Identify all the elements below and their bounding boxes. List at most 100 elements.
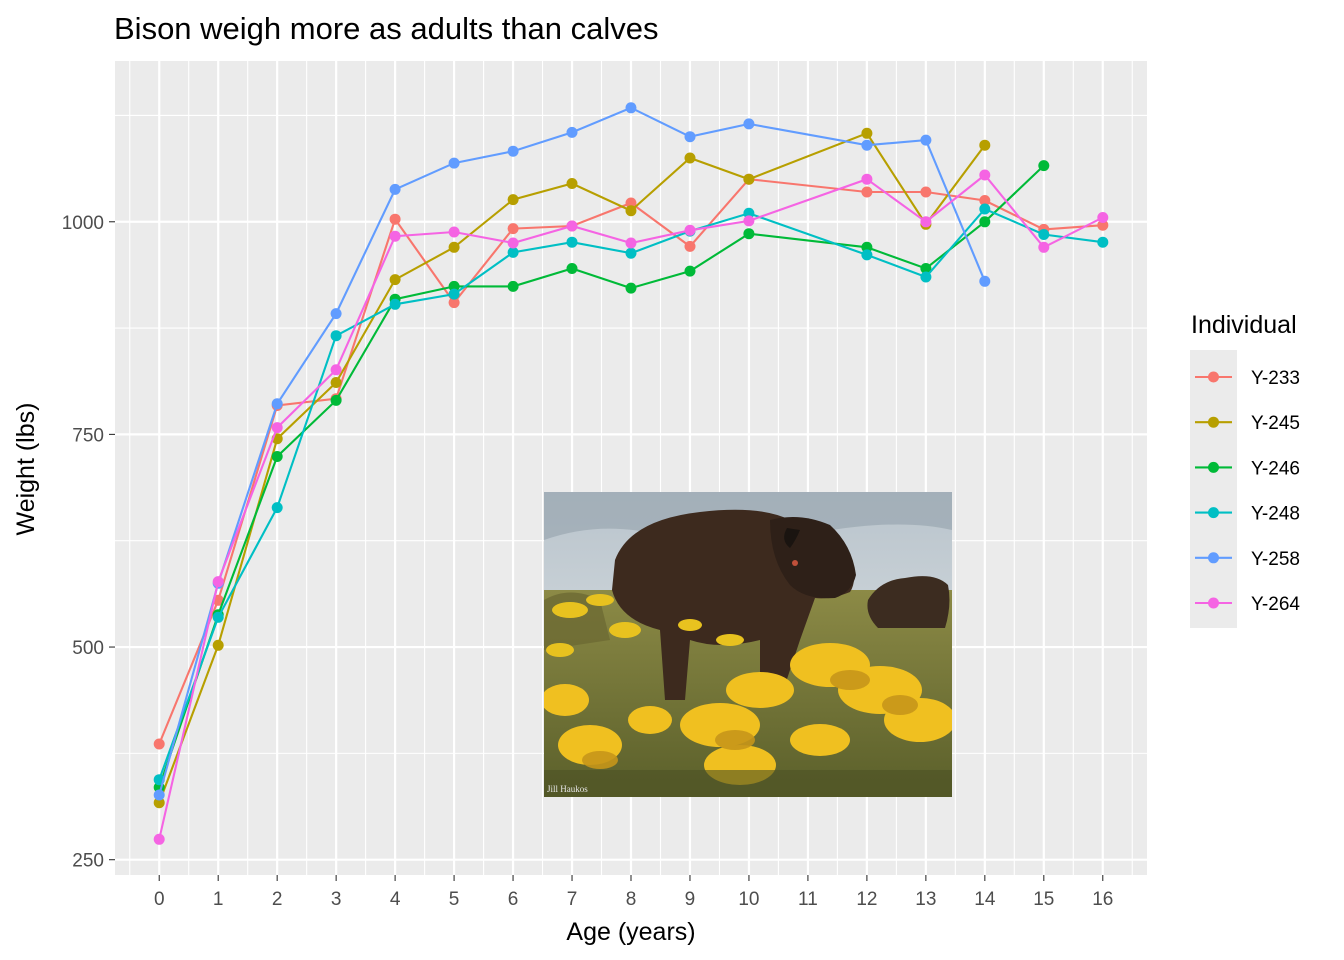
data-point bbox=[625, 282, 637, 294]
data-point bbox=[271, 398, 283, 410]
data-point bbox=[153, 738, 165, 750]
data-point bbox=[271, 502, 283, 514]
data-point bbox=[979, 216, 991, 228]
data-point bbox=[1038, 160, 1050, 172]
data-point bbox=[566, 178, 578, 189]
data-point bbox=[861, 139, 873, 151]
data-point bbox=[271, 451, 283, 462]
data-point bbox=[507, 246, 519, 258]
x-tick-label: 6 bbox=[508, 889, 519, 910]
legend-label: Y-264 bbox=[1251, 594, 1300, 615]
x-tick-label: 14 bbox=[974, 889, 996, 910]
legend-key-point bbox=[1208, 461, 1219, 473]
data-point bbox=[1097, 236, 1109, 248]
data-point bbox=[330, 377, 342, 388]
legend-key-point bbox=[1208, 507, 1219, 519]
data-point bbox=[920, 263, 932, 274]
data-point bbox=[153, 797, 165, 809]
data-point bbox=[861, 186, 873, 198]
x-tick-label: 10 bbox=[738, 889, 759, 910]
x-tick-label: 7 bbox=[567, 889, 578, 910]
data-point bbox=[861, 127, 873, 139]
data-point bbox=[684, 131, 696, 143]
data-point bbox=[507, 145, 519, 157]
series-Y-258 bbox=[153, 102, 991, 801]
data-point bbox=[212, 639, 224, 651]
legend-label: Y-245 bbox=[1251, 413, 1300, 434]
legend-key-point bbox=[1208, 416, 1219, 428]
data-point bbox=[979, 139, 991, 151]
data-point bbox=[1038, 229, 1050, 240]
y-tick-label: 250 bbox=[72, 851, 104, 872]
data-point bbox=[507, 237, 519, 249]
data-point bbox=[920, 186, 932, 198]
data-point bbox=[743, 228, 755, 240]
legend-key-point bbox=[1208, 552, 1219, 564]
data-point bbox=[389, 274, 401, 286]
data-point bbox=[861, 249, 873, 261]
y-tick-label: 1000 bbox=[62, 213, 104, 234]
data-point bbox=[625, 102, 637, 114]
x-axis-title: Age (years) bbox=[566, 918, 695, 946]
series-layer bbox=[153, 102, 1109, 845]
data-point bbox=[979, 275, 991, 287]
series-Y-246 bbox=[153, 160, 1050, 793]
x-tick-label: 3 bbox=[331, 889, 342, 910]
series-line bbox=[158, 106, 986, 796]
data-point bbox=[448, 157, 460, 169]
y-axis-ticks: 250 500 750 1000 bbox=[62, 213, 115, 872]
legend-label: Y-233 bbox=[1251, 368, 1300, 389]
data-point bbox=[448, 297, 460, 309]
legend-key-point bbox=[1208, 371, 1219, 383]
data-point bbox=[1038, 241, 1050, 253]
x-tick-label: 8 bbox=[626, 889, 637, 910]
data-point bbox=[330, 394, 342, 406]
data-point bbox=[979, 169, 991, 181]
data-point bbox=[979, 203, 991, 215]
photo-caption: Jill Haukos bbox=[547, 784, 588, 794]
x-tick-label: 11 bbox=[798, 889, 818, 910]
bison-photo: Jill Haukos bbox=[544, 492, 952, 797]
data-point bbox=[566, 220, 578, 232]
y-tick-label: 500 bbox=[72, 638, 104, 659]
x-tick-label: 12 bbox=[856, 889, 877, 910]
data-point bbox=[330, 364, 342, 376]
x-axis-ticks: 0 1 2 3 4 5 6 7 8 9 10 11 12 13 14 15 16 bbox=[154, 875, 1113, 910]
legend: Individual Y-233 Y-245 Y-246 Y-248 Y-258 Y-26… bbox=[1190, 311, 1300, 628]
data-point bbox=[625, 205, 637, 217]
legend-label: Y-258 bbox=[1251, 549, 1300, 570]
data-point bbox=[743, 118, 755, 130]
data-point bbox=[684, 240, 696, 252]
x-tick-label: 4 bbox=[390, 889, 401, 910]
legend-label: Y-246 bbox=[1251, 458, 1300, 479]
series-line bbox=[158, 178, 1103, 745]
series-Y-264 bbox=[153, 169, 1109, 845]
data-point bbox=[389, 183, 401, 195]
legend-items: Y-233 Y-245 Y-246 Y-248 Y-258 Y-264 bbox=[1190, 350, 1300, 628]
legend-key-background bbox=[1190, 350, 1237, 628]
x-tick-label: 16 bbox=[1092, 889, 1113, 910]
data-point bbox=[920, 271, 932, 283]
data-point bbox=[920, 216, 932, 228]
x-tick-label: 5 bbox=[449, 889, 460, 910]
data-point bbox=[566, 236, 578, 248]
x-tick-label: 1 bbox=[213, 889, 224, 910]
data-point bbox=[566, 263, 578, 274]
data-point bbox=[448, 280, 460, 292]
data-point bbox=[979, 195, 991, 206]
data-point bbox=[153, 833, 165, 845]
data-point bbox=[743, 207, 755, 219]
data-point bbox=[212, 576, 224, 588]
series-line bbox=[158, 173, 1104, 840]
x-tick-label: 15 bbox=[1033, 889, 1054, 910]
y-tick-label: 750 bbox=[72, 425, 104, 446]
x-tick-label: 2 bbox=[272, 889, 283, 910]
data-point bbox=[861, 241, 873, 253]
y-axis-title: Weight (lbs) bbox=[12, 403, 40, 536]
data-point bbox=[212, 611, 224, 623]
data-point bbox=[743, 173, 755, 185]
data-point bbox=[507, 280, 519, 292]
chart-title: Bison weigh more as adults than calves bbox=[114, 11, 659, 46]
